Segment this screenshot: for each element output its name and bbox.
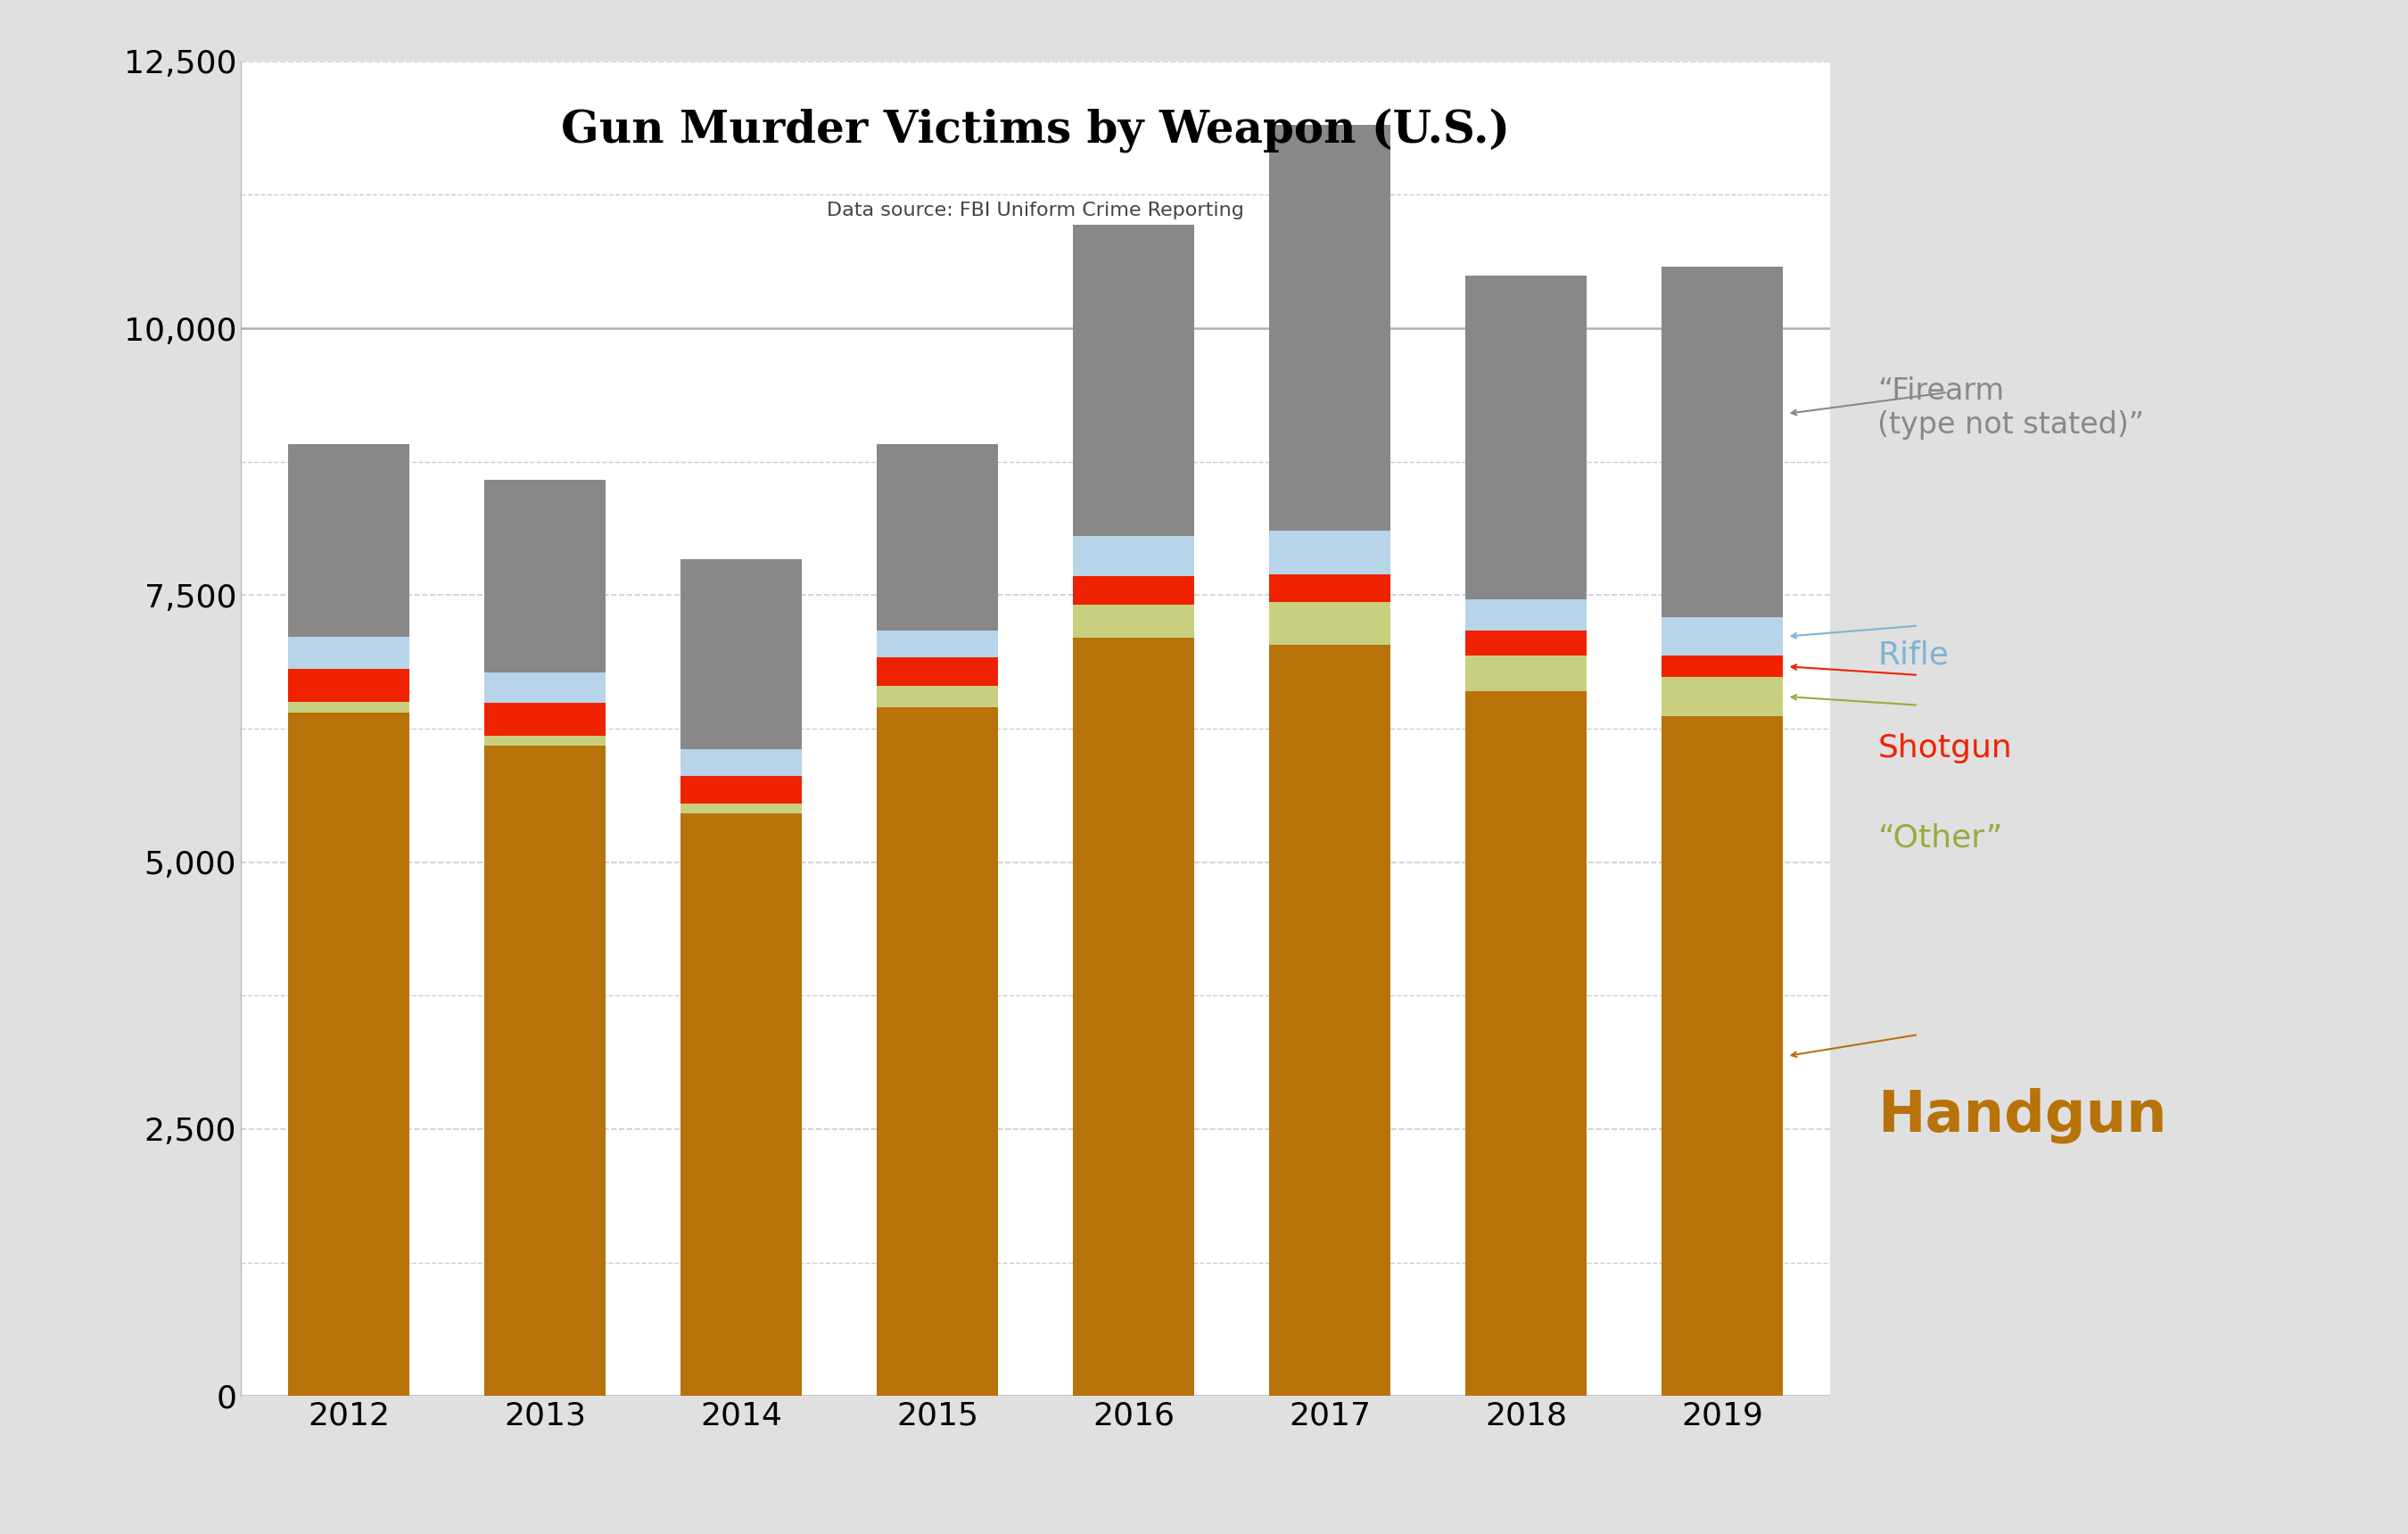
Text: “Firearm
(type not stated)”: “Firearm (type not stated)” bbox=[1878, 377, 2146, 440]
Bar bbox=[877, 443, 999, 630]
Bar bbox=[1269, 646, 1389, 1396]
Bar bbox=[1269, 603, 1389, 646]
Bar bbox=[1269, 531, 1389, 574]
Bar bbox=[1662, 716, 1782, 1396]
Bar bbox=[289, 669, 409, 703]
Bar bbox=[877, 707, 999, 1396]
Bar bbox=[1269, 126, 1389, 531]
Bar bbox=[484, 746, 607, 1396]
Bar bbox=[681, 804, 802, 813]
Bar bbox=[289, 637, 409, 669]
Bar bbox=[1464, 275, 1587, 598]
Bar bbox=[1662, 657, 1782, 676]
Bar bbox=[1464, 655, 1587, 690]
Text: “Other”: “Other” bbox=[1878, 822, 2003, 853]
Text: Gun Murder Victims by Weapon (U.S.): Gun Murder Victims by Weapon (U.S.) bbox=[561, 107, 1510, 153]
Bar bbox=[1072, 604, 1194, 637]
Bar bbox=[681, 560, 802, 749]
Bar bbox=[1072, 225, 1194, 537]
Bar bbox=[1464, 598, 1587, 630]
Text: Handgun: Handgun bbox=[1878, 1088, 2167, 1143]
Bar bbox=[877, 686, 999, 707]
Text: Rifle: Rifle bbox=[1878, 640, 1948, 670]
Bar bbox=[1269, 574, 1389, 603]
Bar bbox=[484, 703, 607, 735]
Bar bbox=[1072, 537, 1194, 577]
Bar bbox=[289, 703, 409, 712]
Bar bbox=[1072, 637, 1194, 1396]
Bar bbox=[484, 480, 607, 672]
Bar bbox=[877, 630, 999, 658]
Bar bbox=[1662, 617, 1782, 657]
Bar bbox=[1662, 267, 1782, 617]
Bar bbox=[1072, 577, 1194, 604]
Bar bbox=[877, 658, 999, 686]
Bar bbox=[484, 672, 607, 703]
Bar bbox=[289, 712, 409, 1396]
Text: Shotgun: Shotgun bbox=[1878, 733, 2013, 764]
Bar bbox=[681, 749, 802, 776]
Bar bbox=[681, 776, 802, 804]
Bar bbox=[1662, 676, 1782, 716]
Bar bbox=[1464, 690, 1587, 1396]
Bar bbox=[484, 735, 607, 746]
Text: Data source: FBI Uniform Crime Reporting: Data source: FBI Uniform Crime Reporting bbox=[826, 201, 1245, 219]
Bar bbox=[289, 445, 409, 637]
Bar bbox=[1464, 630, 1587, 655]
Bar bbox=[681, 813, 802, 1396]
